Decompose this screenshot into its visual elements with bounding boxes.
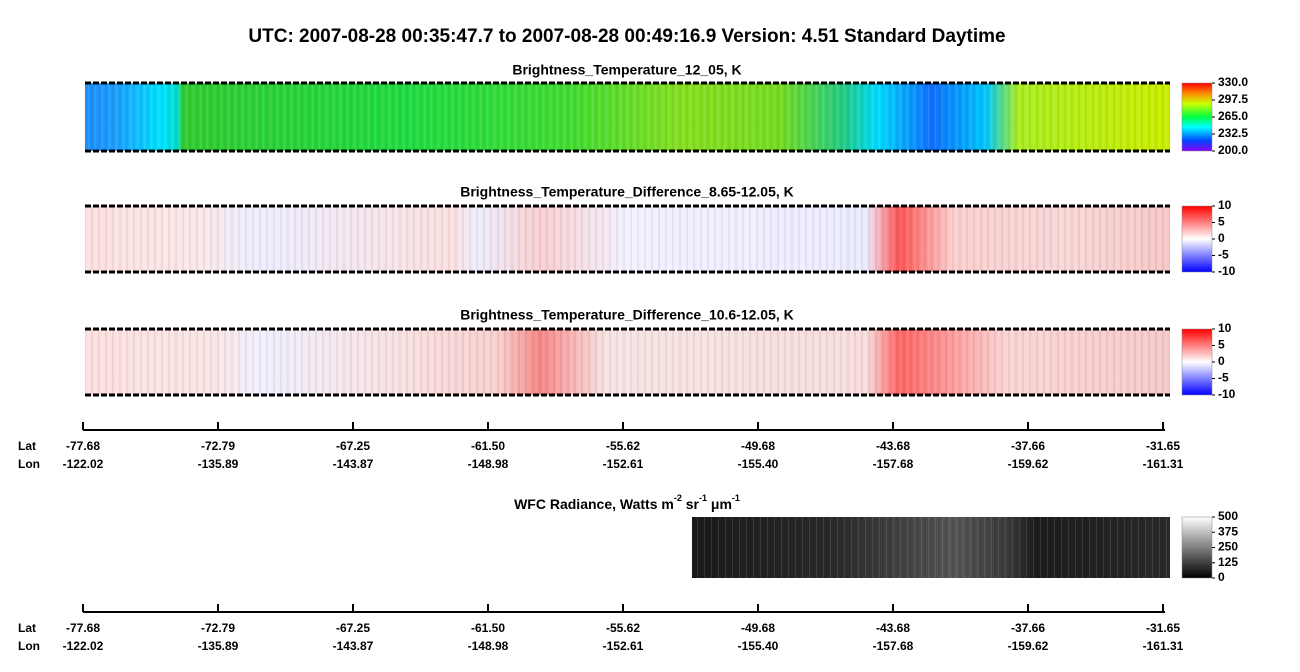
title-part: WFC Radiance, Watts m xyxy=(514,496,674,512)
lon-label: Lon xyxy=(18,639,40,653)
lon-tick-label: -135.89 xyxy=(198,457,239,471)
lon-tick-label: -152.61 xyxy=(603,457,644,471)
title-part: -1 xyxy=(699,493,707,503)
lon-tick-label: -135.89 xyxy=(198,639,239,653)
lon-tick-label: -143.87 xyxy=(333,457,374,471)
colorbar-label: 250 xyxy=(1218,540,1238,554)
lon-tick-label: -122.02 xyxy=(63,639,104,653)
title-part: -2 xyxy=(674,493,682,503)
title: UTC: 2007-08-28 00:35:47.7 to 2007-08-28… xyxy=(248,26,1005,47)
lon-tick-label: -122.02 xyxy=(63,457,104,471)
lat-tick-label: -77.68 xyxy=(66,439,100,453)
lon-label: Lon xyxy=(18,457,40,471)
lon-tick-label: -161.31 xyxy=(1143,457,1184,471)
lat-label: Lat xyxy=(18,621,36,635)
colorbar xyxy=(1181,82,1213,152)
colorbar-label: -10 xyxy=(1218,387,1236,401)
panel-title: WFC Radiance, Watts m-2 sr-1 μm-1 xyxy=(514,493,740,511)
lon-tick-label: -159.62 xyxy=(1008,457,1049,471)
strip-texture xyxy=(85,83,1170,151)
lat-tick-label: -61.50 xyxy=(471,621,505,635)
lon-tick-label: -155.40 xyxy=(738,457,779,471)
panel-title: Brightness_Temperature_12_05, K xyxy=(512,62,741,78)
lat-tick-label: -61.50 xyxy=(471,439,505,453)
lat-tick-label: -55.62 xyxy=(606,439,640,453)
lat-tick-label: -43.68 xyxy=(876,439,910,453)
lat-tick-label: -72.79 xyxy=(201,439,235,453)
colorbar-label: 500 xyxy=(1218,509,1238,523)
strip-texture xyxy=(85,329,1170,395)
lon-tick-label: -155.40 xyxy=(738,639,779,653)
colorbar-label: -10 xyxy=(1218,264,1236,278)
colorbar-label: -5 xyxy=(1218,248,1229,262)
colorbar xyxy=(1181,516,1213,579)
colorbar-label: 330.0 xyxy=(1218,75,1248,89)
colorbar-label: 10 xyxy=(1218,198,1232,212)
lat-tick-label: -37.66 xyxy=(1011,621,1045,635)
lon-tick-label: -157.68 xyxy=(873,639,914,653)
lat-tick-label: -67.25 xyxy=(336,621,370,635)
colorbar-label: 0 xyxy=(1218,570,1225,584)
colorbar xyxy=(1181,205,1213,273)
colorbar-label: 5 xyxy=(1218,338,1225,352)
colorbar-label: 375 xyxy=(1218,524,1238,538)
lon-tick-label: -148.98 xyxy=(468,457,509,471)
colorbar-label: 200.0 xyxy=(1218,143,1248,157)
panel-title: Brightness_Temperature_Difference_10.6-1… xyxy=(460,307,794,323)
lon-tick-label: -152.61 xyxy=(603,639,644,653)
colorbar-label: 5 xyxy=(1218,215,1225,229)
colorbar-label: 0 xyxy=(1218,231,1225,245)
colorbar xyxy=(1181,328,1213,396)
lat-tick-label: -77.68 xyxy=(66,621,100,635)
title-part: -1 xyxy=(732,493,740,503)
title-part: sr xyxy=(682,496,700,512)
lat-tick-label: -55.62 xyxy=(606,621,640,635)
colorbar-label: 265.0 xyxy=(1218,109,1248,123)
lat-tick-label: -31.65 xyxy=(1146,621,1180,635)
colorbar-label: 10 xyxy=(1218,321,1232,335)
colorbar-label: 232.5 xyxy=(1218,126,1248,140)
strip-texture xyxy=(85,206,1170,272)
strip-texture xyxy=(692,517,1170,578)
lat-tick-label: -49.68 xyxy=(741,439,775,453)
lat-tick-label: -43.68 xyxy=(876,621,910,635)
colorbar-label: 297.5 xyxy=(1218,92,1248,106)
lat-tick-label: -49.68 xyxy=(741,621,775,635)
lon-tick-label: -157.68 xyxy=(873,457,914,471)
lat-tick-label: -37.66 xyxy=(1011,439,1045,453)
colorbar-label: 0 xyxy=(1218,354,1225,368)
lon-tick-label: -148.98 xyxy=(468,639,509,653)
panel-title: Brightness_Temperature_Difference_8.65-1… xyxy=(460,184,794,200)
lat-tick-label: -72.79 xyxy=(201,621,235,635)
lon-tick-label: -143.87 xyxy=(333,639,374,653)
colorbar-label: -5 xyxy=(1218,371,1229,385)
lat-label: Lat xyxy=(18,439,36,453)
lon-tick-label: -159.62 xyxy=(1008,639,1049,653)
lat-tick-label: -67.25 xyxy=(336,439,370,453)
lat-tick-label: -31.65 xyxy=(1146,439,1180,453)
lon-tick-label: -161.31 xyxy=(1143,639,1184,653)
colorbar-label: 125 xyxy=(1218,555,1238,569)
title-part: μm xyxy=(707,496,732,512)
